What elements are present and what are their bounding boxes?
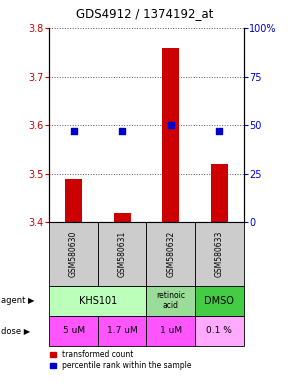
Text: 1.7 uM: 1.7 uM (107, 326, 137, 335)
Bar (195, 316, 244, 346)
Text: 0.1 %: 0.1 % (206, 326, 232, 335)
Bar (146, 316, 195, 346)
Bar (98, 222, 146, 286)
Point (217, 128, 222, 134)
Text: DMSO: DMSO (204, 296, 234, 306)
Point (71, 128, 76, 134)
Legend: transformed count, percentile rank within the sample: transformed count, percentile rank withi… (49, 349, 192, 371)
Bar (114, 213, 131, 222)
Bar (98, 316, 146, 346)
Point (168, 122, 173, 129)
Text: KHS101: KHS101 (79, 296, 117, 306)
Text: GSM580632: GSM580632 (166, 231, 175, 277)
Text: 1 uM: 1 uM (160, 326, 182, 335)
Bar (162, 48, 179, 222)
Bar (49, 316, 98, 346)
Bar (49, 222, 98, 286)
Bar (211, 164, 228, 222)
Bar (146, 286, 195, 316)
Bar (65, 179, 82, 222)
Text: 5 uM: 5 uM (63, 326, 85, 335)
Text: agent ▶: agent ▶ (1, 296, 35, 305)
Text: GSM580630: GSM580630 (69, 231, 78, 277)
Point (120, 128, 124, 134)
Bar (146, 222, 195, 286)
Text: GSM580631: GSM580631 (118, 231, 127, 277)
Text: GDS4912 / 1374192_at: GDS4912 / 1374192_at (76, 7, 214, 20)
Text: dose ▶: dose ▶ (1, 326, 31, 335)
Text: retinoic
acid: retinoic acid (156, 291, 185, 310)
Bar (49, 286, 146, 316)
Text: GSM580633: GSM580633 (215, 231, 224, 277)
Bar (195, 222, 244, 286)
Bar (195, 286, 244, 316)
